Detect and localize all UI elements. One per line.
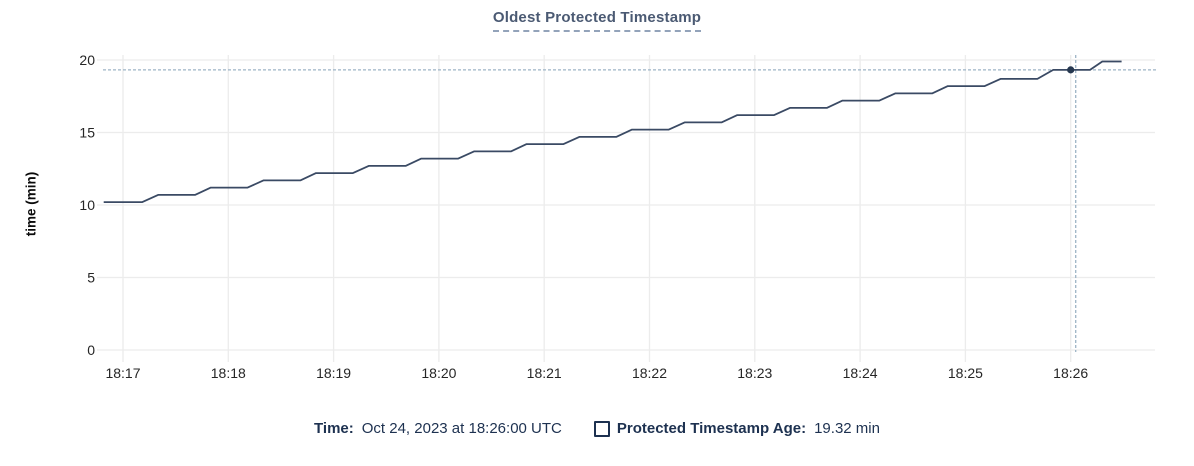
y-tick-label: 5 [87,270,95,286]
chart-header: Oldest Protected Timestamp [0,9,1194,32]
hover-point-dot [1067,66,1075,74]
series-line [103,60,1122,204]
chart-title[interactable]: Oldest Protected Timestamp [492,9,702,32]
series-checkbox-icon[interactable] [593,420,610,437]
y-tick-label: 15 [79,125,95,141]
x-tick-label: 18:20 [421,365,456,381]
y-tick-label: 10 [79,197,95,213]
tooltip-series-label: Protected Timestamp Age: [616,420,807,437]
x-tick-label: 18:23 [737,365,772,381]
x-tick-label: 18:22 [632,365,667,381]
chart-hover-tooltip: Time: Oct 24, 2023 at 18:26:00 UTC Prote… [0,420,1194,437]
x-tick-label: 18:21 [527,365,562,381]
x-tick-label: 18:18 [211,365,246,381]
y-tick-label: 0 [87,342,95,358]
tooltip-time-label: Time: [314,420,354,437]
x-tick-label: 18:19 [316,365,351,381]
chart-plot-area[interactable]: 0 5 10 15 20 18:17 18:18 18:19 18:20 18:21 18:22 18… [0,0,1194,400]
x-tick-label: 18:26 [1053,365,1088,381]
x-tick-label: 18:25 [948,365,983,381]
x-tick-label: 18:24 [843,365,878,381]
tooltip-series-value: 19.32 min [814,420,880,437]
y-tick-label: 20 [79,52,95,68]
x-tick-label: 18:17 [105,365,140,381]
tooltip-time-value: Oct 24, 2023 at 18:26:00 UTC [361,420,562,437]
